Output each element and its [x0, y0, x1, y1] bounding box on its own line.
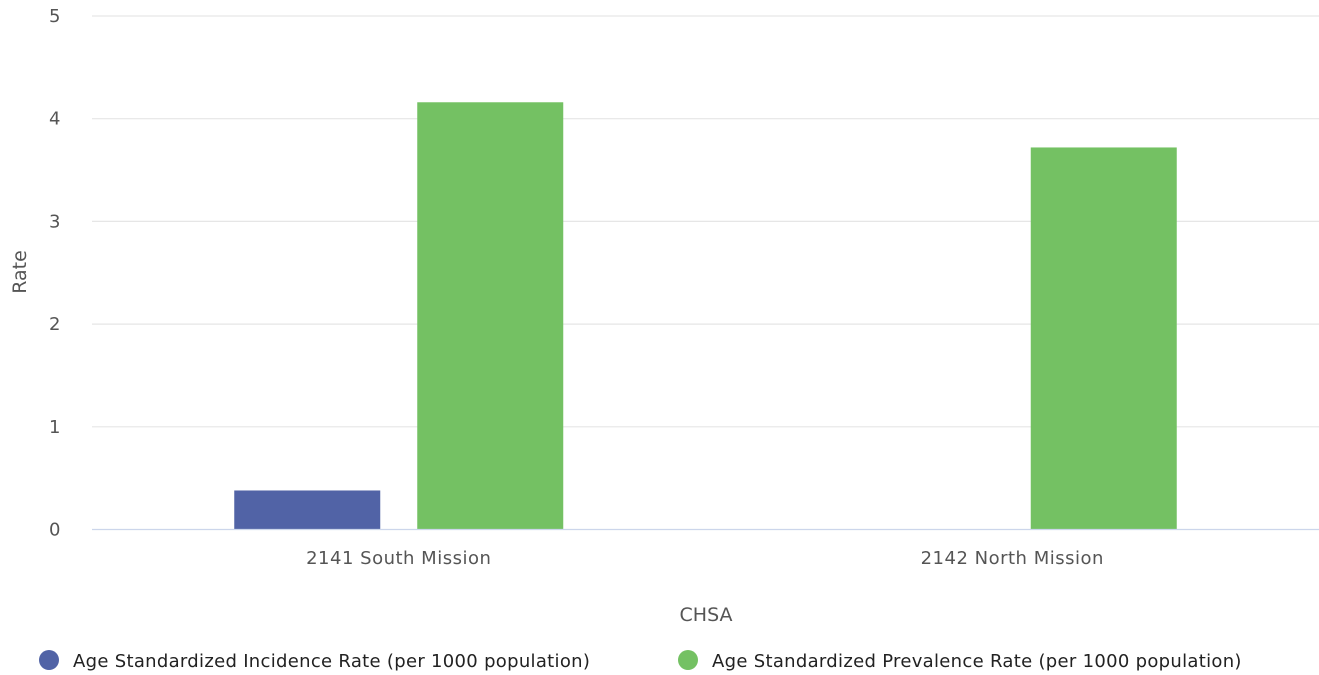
- legend-marker: [678, 650, 698, 670]
- y-tick-label: 1: [49, 417, 61, 438]
- y-tick-label: 5: [49, 6, 61, 27]
- bar-incidence-1[interactable]: [234, 490, 381, 530]
- legend-marker: [39, 650, 59, 670]
- y-tick-label: 3: [49, 211, 61, 232]
- bar-prevalence-2[interactable]: [1030, 147, 1177, 530]
- legend-item-prevalence[interactable]: Age Standardized Prevalence Rate (per 10…: [678, 650, 1242, 672]
- x-tick-label: 2142 North Mission: [921, 548, 1104, 569]
- legend-label: Age Standardized Prevalence Rate (per 10…: [712, 651, 1242, 672]
- legend-item-incidence[interactable]: Age Standardized Incidence Rate (per 100…: [39, 650, 590, 672]
- x-axis-title: CHSA: [680, 604, 733, 626]
- bar-prevalence-1[interactable]: [417, 102, 564, 530]
- legend-label: Age Standardized Incidence Rate (per 100…: [73, 651, 590, 672]
- x-tick-label: 2141 South Mission: [306, 548, 491, 569]
- y-tick-label: 4: [49, 109, 61, 130]
- x-axis-ticks: 2141 South Mission 2142 North Mission: [306, 548, 1104, 569]
- y-axis-ticks: 0 1 2 3 4 5: [49, 6, 61, 541]
- bars: [234, 102, 1177, 530]
- y-axis-title: Rate: [9, 250, 31, 294]
- legend: Age Standardized Incidence Rate (per 100…: [39, 650, 1242, 672]
- y-tick-label: 0: [49, 520, 61, 541]
- y-tick-label: 2: [49, 314, 61, 335]
